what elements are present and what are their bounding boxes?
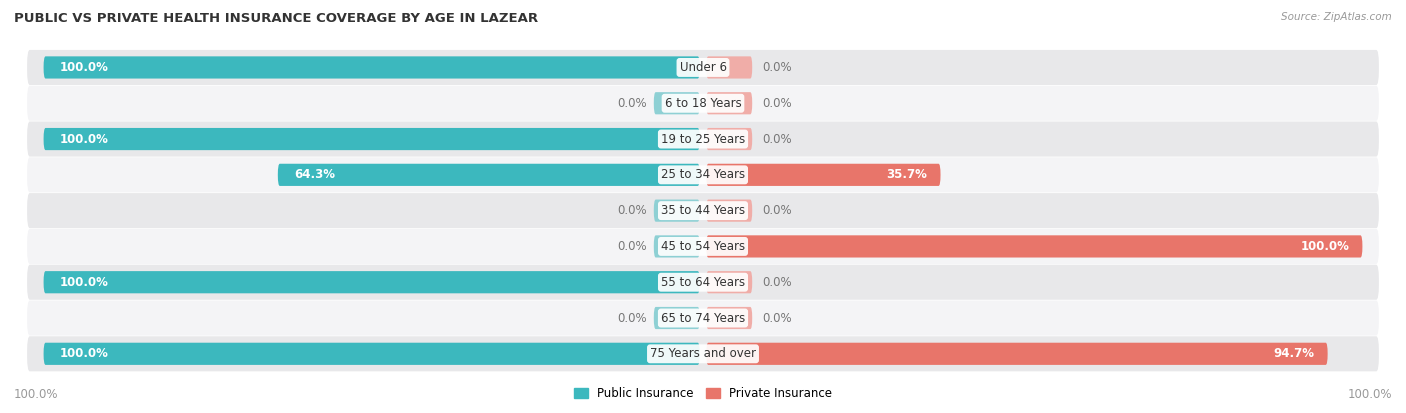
FancyBboxPatch shape xyxy=(706,307,752,329)
Text: 0.0%: 0.0% xyxy=(617,240,647,253)
FancyBboxPatch shape xyxy=(654,235,700,258)
FancyBboxPatch shape xyxy=(44,271,700,293)
FancyBboxPatch shape xyxy=(44,56,700,78)
FancyBboxPatch shape xyxy=(706,343,1327,365)
Text: 25 to 34 Years: 25 to 34 Years xyxy=(661,169,745,181)
Text: 0.0%: 0.0% xyxy=(617,311,647,325)
FancyBboxPatch shape xyxy=(27,157,1379,192)
Text: 35.7%: 35.7% xyxy=(887,169,928,181)
Text: 0.0%: 0.0% xyxy=(762,311,792,325)
Text: 100.0%: 100.0% xyxy=(1301,240,1350,253)
FancyBboxPatch shape xyxy=(27,336,1379,371)
Text: 94.7%: 94.7% xyxy=(1274,347,1315,360)
Text: 0.0%: 0.0% xyxy=(762,276,792,289)
Text: 0.0%: 0.0% xyxy=(617,204,647,217)
Text: 75 Years and over: 75 Years and over xyxy=(650,347,756,360)
FancyBboxPatch shape xyxy=(27,86,1379,121)
Text: Source: ZipAtlas.com: Source: ZipAtlas.com xyxy=(1281,12,1392,22)
Text: 0.0%: 0.0% xyxy=(762,61,792,74)
FancyBboxPatch shape xyxy=(27,50,1379,85)
FancyBboxPatch shape xyxy=(706,235,1362,258)
Text: 100.0%: 100.0% xyxy=(1347,388,1392,401)
Text: 6 to 18 Years: 6 to 18 Years xyxy=(665,97,741,110)
FancyBboxPatch shape xyxy=(27,265,1379,300)
Text: 100.0%: 100.0% xyxy=(14,388,59,401)
FancyBboxPatch shape xyxy=(706,92,752,114)
FancyBboxPatch shape xyxy=(654,92,700,114)
FancyBboxPatch shape xyxy=(44,343,700,365)
FancyBboxPatch shape xyxy=(706,128,752,150)
FancyBboxPatch shape xyxy=(27,301,1379,335)
FancyBboxPatch shape xyxy=(706,56,752,78)
Text: 0.0%: 0.0% xyxy=(762,97,792,110)
Text: 100.0%: 100.0% xyxy=(60,276,108,289)
Text: 45 to 54 Years: 45 to 54 Years xyxy=(661,240,745,253)
Text: 0.0%: 0.0% xyxy=(617,97,647,110)
Text: PUBLIC VS PRIVATE HEALTH INSURANCE COVERAGE BY AGE IN LAZEAR: PUBLIC VS PRIVATE HEALTH INSURANCE COVER… xyxy=(14,12,538,25)
Text: 100.0%: 100.0% xyxy=(60,61,108,74)
FancyBboxPatch shape xyxy=(706,164,941,186)
FancyBboxPatch shape xyxy=(27,229,1379,264)
Text: 65 to 74 Years: 65 to 74 Years xyxy=(661,311,745,325)
FancyBboxPatch shape xyxy=(654,199,700,222)
Legend: Public Insurance, Private Insurance: Public Insurance, Private Insurance xyxy=(569,382,837,404)
Text: Under 6: Under 6 xyxy=(679,61,727,74)
Text: 64.3%: 64.3% xyxy=(294,169,335,181)
Text: 55 to 64 Years: 55 to 64 Years xyxy=(661,276,745,289)
Text: 0.0%: 0.0% xyxy=(762,133,792,145)
Text: 0.0%: 0.0% xyxy=(762,204,792,217)
FancyBboxPatch shape xyxy=(706,199,752,222)
Text: 19 to 25 Years: 19 to 25 Years xyxy=(661,133,745,145)
FancyBboxPatch shape xyxy=(27,193,1379,228)
Text: 35 to 44 Years: 35 to 44 Years xyxy=(661,204,745,217)
Text: 100.0%: 100.0% xyxy=(60,133,108,145)
FancyBboxPatch shape xyxy=(654,307,700,329)
FancyBboxPatch shape xyxy=(27,121,1379,157)
FancyBboxPatch shape xyxy=(706,271,752,293)
FancyBboxPatch shape xyxy=(44,128,700,150)
FancyBboxPatch shape xyxy=(278,164,700,186)
Text: 100.0%: 100.0% xyxy=(60,347,108,360)
